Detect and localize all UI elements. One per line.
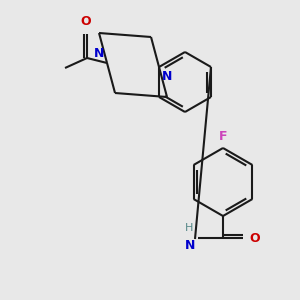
Text: H: H [184,223,193,233]
Text: O: O [81,15,91,28]
Text: N: N [94,47,104,60]
Text: F: F [219,130,227,143]
Text: N: N [184,239,195,252]
Text: O: O [249,232,260,244]
Text: N: N [162,70,172,83]
